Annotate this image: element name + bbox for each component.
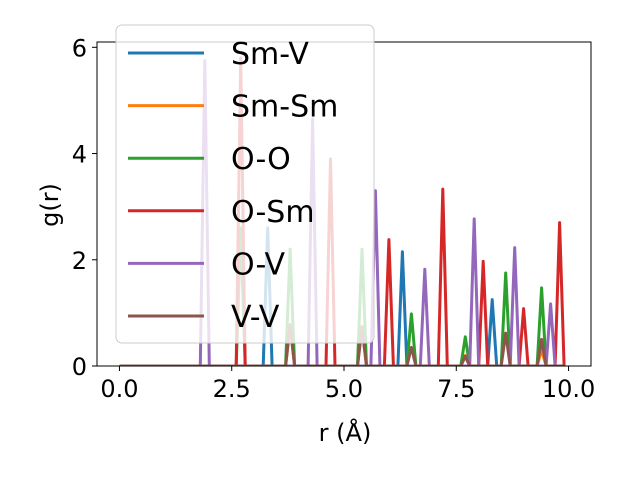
x-tick-label: 0.0: [100, 375, 138, 403]
x-tick-label: 10.0: [542, 375, 595, 403]
x-tick-label: 5.0: [325, 375, 363, 403]
x-tick-label: 7.5: [437, 375, 475, 403]
y-tick-label: 0: [72, 353, 87, 381]
legend: Sm-V Sm-Sm O-O O-Sm O-V V-V: [115, 24, 375, 344]
y-axis-label: g(r): [36, 183, 64, 227]
legend-label: O-V: [231, 247, 286, 282]
x-axis: 0.0 2.5 5.0 7.5 10.0: [100, 366, 595, 403]
y-axis: 0 2 4 6: [72, 34, 97, 381]
x-tick-label: 2.5: [213, 375, 251, 403]
x-axis-label: r (Å): [319, 418, 372, 447]
legend-label: V-V: [231, 300, 280, 335]
legend-label: O-O: [231, 142, 291, 177]
y-tick-label: 6: [72, 34, 87, 62]
y-tick-label: 2: [72, 247, 87, 275]
legend-label: Sm-Sm: [231, 90, 338, 125]
series-line-o-sm: [119, 56, 566, 366]
legend-label: Sm-V: [231, 37, 309, 72]
legend-label: O-Sm: [231, 195, 315, 230]
series-line-o-o: [119, 226, 565, 366]
legend-box: [115, 24, 375, 344]
series-line-o-v: [119, 59, 565, 366]
y-tick-label: 4: [72, 141, 87, 169]
